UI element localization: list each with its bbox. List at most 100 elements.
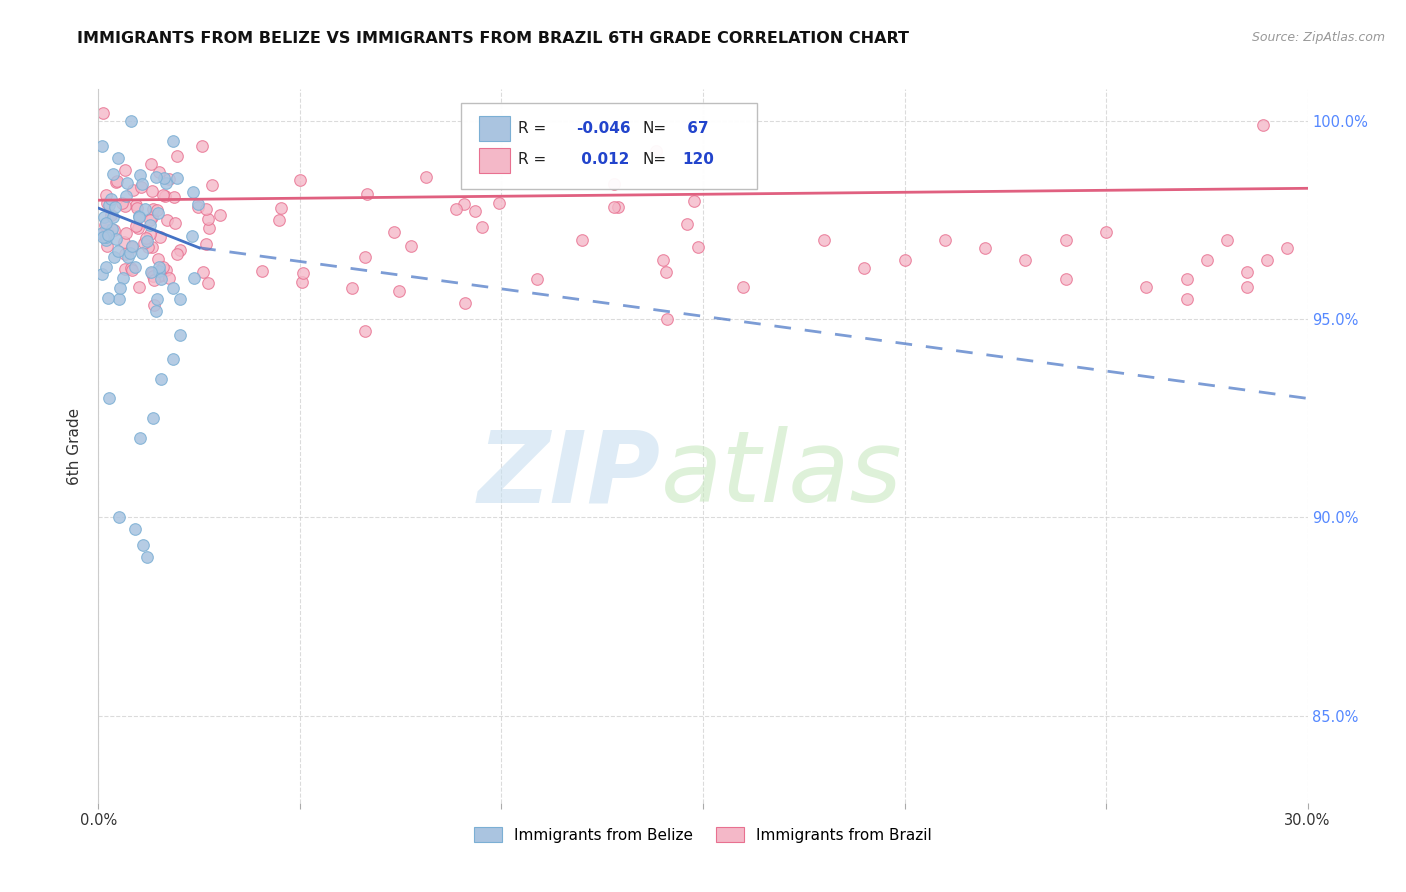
Point: [1175, 293, 1198, 307]
Point: [148, 252, 170, 266]
Point: [606, 200, 628, 214]
Point: [96, 239, 118, 253]
Point: [105, 175, 128, 189]
Point: [132, 236, 155, 251]
Point: [162, 134, 184, 148]
Point: [181, 229, 204, 244]
Point: [111, 196, 134, 211]
Point: [194, 237, 217, 252]
Point: [101, 210, 124, 224]
Point: [1054, 272, 1077, 286]
Point: [155, 176, 177, 190]
Point: [1236, 280, 1258, 294]
Point: [117, 250, 139, 264]
Point: [124, 260, 146, 275]
Point: [651, 252, 673, 267]
Point: [655, 311, 678, 326]
Point: [128, 210, 150, 224]
Point: [152, 187, 174, 202]
Point: [100, 192, 122, 206]
Point: [149, 272, 172, 286]
Point: [96, 230, 118, 244]
Point: [107, 510, 129, 524]
FancyBboxPatch shape: [479, 148, 509, 173]
Point: [125, 219, 148, 234]
Point: [191, 265, 214, 279]
Point: [464, 203, 486, 218]
Point: [893, 252, 915, 267]
Point: [291, 275, 314, 289]
Point: [388, 284, 411, 298]
Point: [454, 296, 477, 310]
Point: [97, 198, 120, 212]
Point: [683, 194, 706, 208]
Point: [136, 240, 159, 254]
Point: [97, 227, 120, 242]
Point: [91, 226, 114, 240]
Point: [1256, 252, 1278, 267]
Point: [146, 293, 169, 307]
Point: [181, 185, 204, 199]
Point: [169, 328, 191, 343]
FancyBboxPatch shape: [479, 116, 509, 141]
Point: [127, 220, 149, 235]
Point: [471, 219, 494, 234]
Point: [146, 203, 169, 218]
Point: [208, 208, 231, 222]
Point: [91, 227, 114, 242]
Point: [120, 246, 142, 260]
Point: [1175, 272, 1198, 286]
Point: [107, 151, 129, 165]
Point: [162, 280, 184, 294]
Point: [197, 277, 219, 291]
Point: [399, 239, 422, 253]
Point: [155, 262, 177, 277]
Point: [686, 240, 709, 254]
Point: [356, 187, 378, 202]
Point: [129, 180, 152, 194]
FancyBboxPatch shape: [461, 103, 758, 189]
Point: [114, 262, 136, 277]
Point: [120, 261, 142, 276]
Text: 120: 120: [682, 153, 714, 168]
Text: R =: R =: [517, 121, 547, 136]
Point: [162, 189, 184, 203]
Point: [1095, 225, 1118, 239]
Y-axis label: 6th Grade: 6th Grade: [67, 408, 83, 484]
Point: [250, 264, 273, 278]
Point: [201, 178, 224, 192]
Text: atlas: atlas: [661, 426, 903, 523]
Point: [114, 247, 136, 261]
Text: -0.046: -0.046: [576, 121, 631, 136]
Point: [166, 170, 188, 185]
Point: [127, 202, 149, 216]
Point: [115, 176, 138, 190]
Point: [675, 217, 697, 231]
Point: [128, 280, 150, 294]
Point: [107, 293, 129, 307]
Point: [114, 199, 136, 213]
Point: [141, 265, 163, 279]
Point: [733, 280, 755, 294]
Point: [1135, 280, 1157, 294]
Point: [142, 202, 165, 216]
Point: [162, 351, 184, 366]
Point: [142, 411, 165, 425]
Point: [96, 233, 118, 247]
Point: [94, 188, 117, 202]
Point: [103, 223, 125, 237]
Point: [141, 239, 163, 253]
Point: [354, 324, 377, 338]
Point: [934, 233, 956, 247]
Point: [444, 202, 467, 217]
Text: 0.012: 0.012: [576, 153, 630, 168]
Point: [603, 201, 626, 215]
Point: [103, 250, 125, 264]
Point: [91, 267, 114, 281]
Point: [139, 218, 162, 232]
Point: [291, 266, 314, 280]
Point: [1236, 264, 1258, 278]
Point: [139, 213, 162, 227]
Point: [121, 262, 143, 277]
Point: [112, 235, 135, 249]
